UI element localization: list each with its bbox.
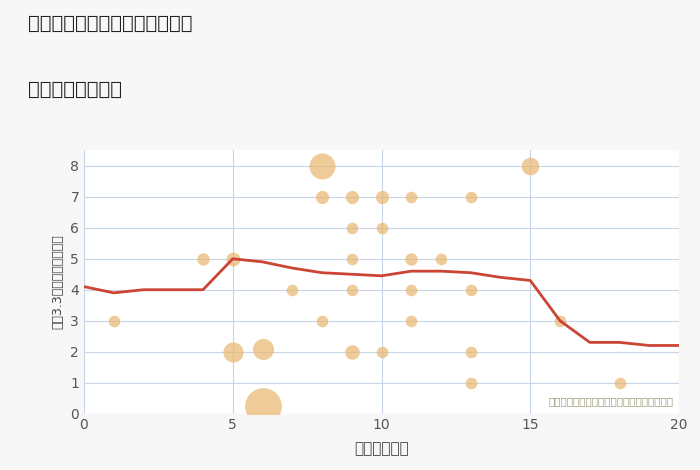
- Point: [465, 379, 476, 386]
- Point: [406, 286, 417, 293]
- Text: 駅距離別土地価格: 駅距離別土地価格: [28, 80, 122, 99]
- Point: [376, 224, 387, 232]
- Point: [346, 224, 357, 232]
- Point: [525, 162, 536, 170]
- Point: [346, 348, 357, 355]
- Point: [287, 286, 298, 293]
- Point: [614, 379, 625, 386]
- Text: 三重県北牟婁郡紀北町引本浦の: 三重県北牟婁郡紀北町引本浦の: [28, 14, 192, 33]
- Point: [316, 162, 328, 170]
- Point: [227, 255, 238, 263]
- Point: [376, 193, 387, 201]
- Text: 円の大きさは、取引のあった物件面積を示す: 円の大きさは、取引のあった物件面積を示す: [548, 396, 673, 406]
- Point: [108, 317, 119, 324]
- Point: [465, 348, 476, 355]
- Point: [257, 345, 268, 352]
- Point: [406, 317, 417, 324]
- Point: [316, 193, 328, 201]
- Point: [376, 348, 387, 355]
- Point: [346, 255, 357, 263]
- Point: [406, 193, 417, 201]
- Point: [406, 255, 417, 263]
- Point: [257, 402, 268, 410]
- Point: [465, 286, 476, 293]
- X-axis label: 駅距離（分）: 駅距離（分）: [354, 441, 409, 456]
- Point: [435, 255, 447, 263]
- Point: [227, 348, 238, 355]
- Point: [316, 317, 328, 324]
- Point: [465, 193, 476, 201]
- Point: [346, 286, 357, 293]
- Point: [554, 317, 566, 324]
- Point: [346, 193, 357, 201]
- Y-axis label: 坪（3.3㎡）単価（万円）: 坪（3.3㎡）単価（万円）: [52, 235, 64, 329]
- Point: [197, 255, 209, 263]
